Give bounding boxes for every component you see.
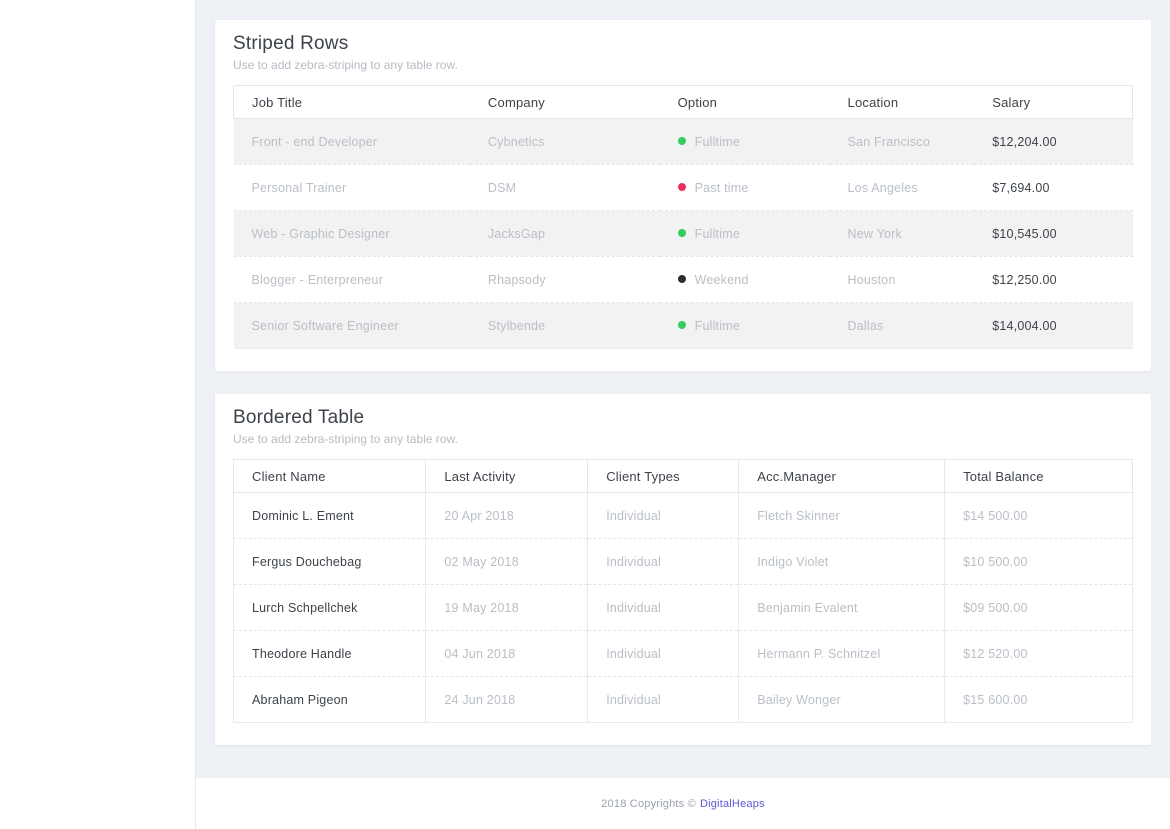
acc-manager-cell: Hermann P. Schnitzel <box>738 630 945 677</box>
main-content-column: Striped Rows Use to add zebra-striping t… <box>196 0 1170 829</box>
total-balance-cell: $10 500.00 <box>944 538 1133 585</box>
location-cell: San Francisco <box>847 134 931 149</box>
bordered-table-card: Bordered Table Use to add zebra-striping… <box>215 394 1151 745</box>
total-balance-cell: $12 520.00 <box>944 630 1133 677</box>
copyright-text: 2018 Copyrights © <box>601 797 696 810</box>
salary-cell: $12,204.00 <box>992 134 1057 149</box>
status-label: Fulltime <box>694 226 740 241</box>
striped-table: Job Title Company Option Location Salary… <box>233 85 1133 349</box>
job-title-cell: Web - Graphic Designer <box>251 226 390 241</box>
company-cell: Stylbende <box>487 318 546 333</box>
striped-table-header-row: Job Title Company Option Location Salary <box>233 85 1133 119</box>
last-activity-cell: 04 Jun 2018 <box>425 630 588 677</box>
column-header-salary: Salary <box>992 95 1031 110</box>
status-dot-icon <box>677 229 686 238</box>
column-header-total-balance: Total Balance <box>944 459 1133 493</box>
column-header-location: Location <box>847 95 899 110</box>
table-row: Abraham Pigeon 24 Jun 2018 Individual Baile… <box>232 676 1133 723</box>
job-title-cell: Personal Trainer <box>251 180 347 195</box>
status-dot-icon <box>677 275 686 284</box>
column-header-company: Company <box>487 95 545 110</box>
last-activity-cell: 19 May 2018 <box>425 584 588 631</box>
client-type-cell: Individual <box>587 630 739 677</box>
bordered-table: Client Name Last Activity Client Types A… <box>232 459 1133 723</box>
total-balance-cell: $15 600.00 <box>944 676 1133 723</box>
table-row: Front - end Developer Cybnetics Fulltime Sa… <box>233 118 1133 165</box>
status-label: Weekend <box>694 272 749 287</box>
acc-manager-cell: Indigo Violet <box>738 538 945 585</box>
client-name-cell: Fergus Douchebag <box>232 538 426 585</box>
acc-manager-cell: Benjamin Evalent <box>738 584 945 631</box>
acc-manager-cell: Fletch Skinner <box>738 492 945 539</box>
location-cell: New York <box>847 226 902 241</box>
table-row: Senior Software Engineer Stylbende Fulltim… <box>233 302 1133 349</box>
salary-cell: $14,004.00 <box>992 318 1057 333</box>
client-name-cell: Lurch Schpellchek <box>232 584 426 631</box>
status-dot-icon <box>677 183 686 192</box>
page-footer: 2018 Copyrights © DigitalHeaps <box>196 778 1170 829</box>
total-balance-cell: $09 500.00 <box>944 584 1133 631</box>
client-type-cell: Individual <box>587 676 739 723</box>
table-row: Fergus Douchebag 02 May 2018 Individual Ind… <box>232 538 1133 585</box>
table-row: Web - Graphic Designer JacksGap Fulltime Ne… <box>233 210 1133 257</box>
client-name-cell: Theodore Handle <box>232 630 426 677</box>
client-type-cell: Individual <box>587 584 739 631</box>
client-type-cell: Individual <box>587 492 739 539</box>
striped-rows-title: Striped Rows <box>233 33 349 54</box>
client-type-cell: Individual <box>587 538 739 585</box>
status-label: Fulltime <box>694 134 740 149</box>
last-activity-cell: 02 May 2018 <box>425 538 588 585</box>
company-cell: Rhapsody <box>487 272 546 287</box>
status-label: Fulltime <box>694 318 740 333</box>
striped-rows-card: Striped Rows Use to add zebra-striping t… <box>215 20 1151 371</box>
table-row: Dominic L. Ement 20 Apr 2018 Individual Fle… <box>232 492 1133 539</box>
left-whitespace-panel <box>0 0 196 829</box>
column-header-client-name: Client Name <box>232 459 427 493</box>
salary-cell: $7,694.00 <box>992 180 1050 195</box>
digitalheaps-link[interactable]: DigitalHeaps <box>699 797 765 810</box>
status-dot-icon <box>677 321 686 330</box>
column-header-last-activity: Last Activity <box>425 459 589 493</box>
bordered-table-header-row: Client Name Last Activity Client Types A… <box>232 459 1133 493</box>
content-area: Striped Rows Use to add zebra-striping t… <box>196 0 1170 778</box>
option-cell: Fulltime <box>660 119 830 165</box>
acc-manager-cell: Bailey Wonger <box>738 676 945 723</box>
table-row: Lurch Schpellchek 19 May 2018 Individual Be… <box>232 584 1133 631</box>
total-balance-cell: $14 500.00 <box>944 492 1133 539</box>
job-title-cell: Blogger - Enterpreneur <box>251 272 384 287</box>
client-name-cell: Abraham Pigeon <box>232 676 426 723</box>
option-cell: Fulltime <box>660 211 830 257</box>
column-header-client-types: Client Types <box>587 459 740 493</box>
salary-cell: $10,545.00 <box>992 226 1057 241</box>
status-dot-icon <box>677 137 686 146</box>
bordered-table-subtitle: Use to add zebra-striping to any table r… <box>233 432 458 446</box>
column-header-acc-manager: Acc.Manager <box>738 459 946 493</box>
company-cell: DSM <box>487 180 517 195</box>
salary-cell: $12,250.00 <box>992 272 1057 287</box>
striped-rows-subtitle: Use to add zebra-striping to any table r… <box>233 58 458 72</box>
last-activity-cell: 24 Jun 2018 <box>425 676 588 723</box>
column-header-option: Option <box>677 95 718 110</box>
job-title-cell: Front - end Developer <box>251 134 378 149</box>
client-name-cell: Dominic L. Ement <box>232 492 426 539</box>
column-header-job-title: Job Title <box>252 95 303 110</box>
option-cell: Weekend <box>660 257 830 303</box>
location-cell: Los Angeles <box>847 180 918 195</box>
option-cell: Fulltime <box>660 303 830 349</box>
last-activity-cell: 20 Apr 2018 <box>425 492 588 539</box>
company-cell: Cybnetics <box>487 134 545 149</box>
company-cell: JacksGap <box>487 226 546 241</box>
status-label: Past time <box>694 180 749 195</box>
table-row: Blogger - Enterpreneur Rhapsody Weekend Hou… <box>233 257 1133 303</box>
table-row: Theodore Handle 04 Jun 2018 Individual Herm… <box>232 630 1133 677</box>
location-cell: Dallas <box>847 318 884 333</box>
option-cell: Past time <box>660 165 830 211</box>
table-row: Personal Trainer DSM Past time Los Angeles $… <box>233 165 1133 211</box>
bordered-table-title: Bordered Table <box>233 407 365 428</box>
location-cell: Houston <box>847 272 896 287</box>
job-title-cell: Senior Software Engineer <box>251 318 399 333</box>
